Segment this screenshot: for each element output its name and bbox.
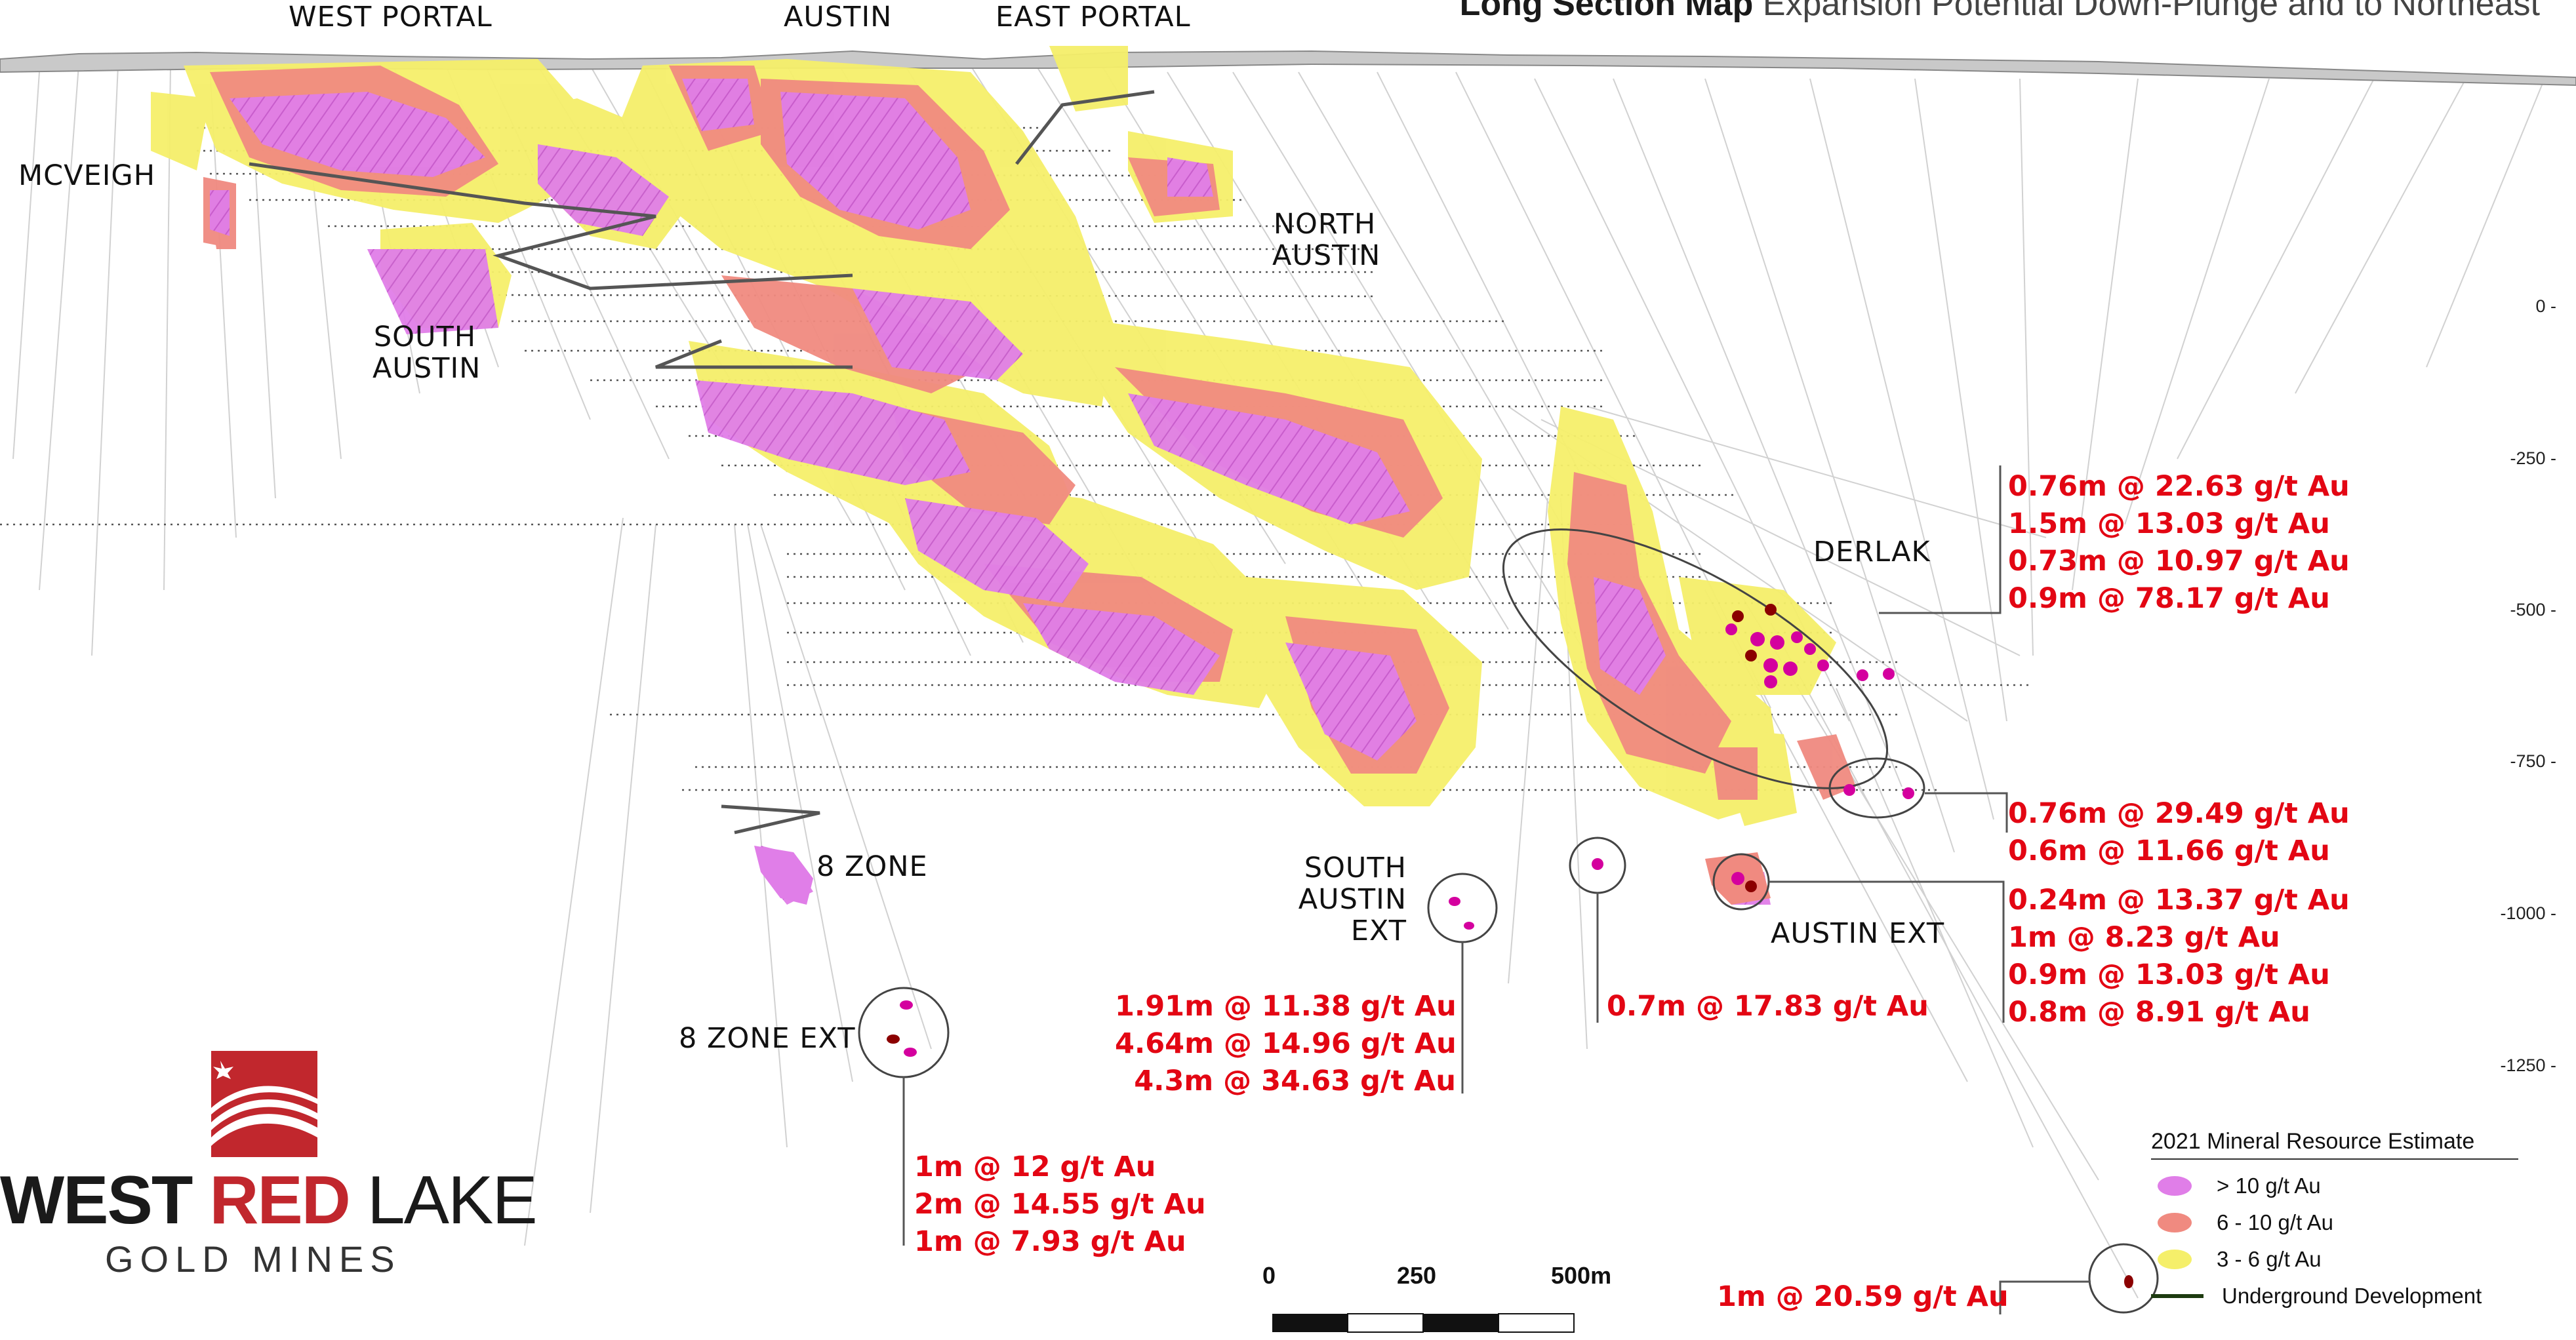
- legend: 2021 Mineral Resource Estimate > 10 g/t …: [2151, 1129, 2518, 1314]
- resource-shells: [151, 46, 1856, 905]
- intercepts-south-austin-ext: 1.91m @ 11.38 g/t Au 4.64m @ 14.96 g/t A…: [1115, 988, 1457, 1100]
- logo-wordmark: WEST RED LAKE: [0, 1162, 538, 1240]
- legend-item-low-grade: 3 - 6 g/t Au: [2151, 1241, 2518, 1278]
- intercept-row: 0.9m @ 78.17 g/t Au: [2008, 582, 2330, 615]
- elevation-minus-1000: -1000 -: [2500, 903, 2556, 923]
- intercept-row: 1m @ 8.23 g/t Au: [2008, 921, 2280, 954]
- label-south-austin-ext-line3: EXT: [1350, 915, 1407, 947]
- scale-bar-graphic: [1272, 1313, 1575, 1333]
- intercepts-single-mid: 0.7m @ 17.83 g/t Au: [1607, 988, 1929, 1025]
- map-title: Long Section Map Expansion Potential Dow…: [1460, 0, 2540, 24]
- logo-subtitle: GOLD MINES: [105, 1238, 401, 1280]
- label-north-austin: NORTH AUSTIN: [1272, 208, 1381, 272]
- logo-mark: [211, 1051, 317, 1157]
- mid-east-target-ellipse: [1828, 757, 1925, 819]
- legend-label: > 10 g/t Au: [2217, 1173, 2321, 1198]
- surface-topography: [0, 50, 2576, 87]
- drill-intercepts: [887, 604, 2133, 1288]
- label-8-zone-ext: 8 ZONE EXT: [679, 1022, 856, 1055]
- elevation-minus-250: -250 -: [2510, 448, 2556, 468]
- label-west-portal: WEST PORTAL: [289, 1, 493, 33]
- scale-tick-0: 0: [1262, 1262, 1276, 1289]
- label-south-austin: SOUTH AUSTIN: [372, 321, 481, 385]
- intercept-row: 0.73m @ 10.97 g/t Au: [2008, 545, 2350, 578]
- scale-bar: 0 250 500m: [1262, 1262, 1611, 1324]
- intercept-row: 0.6m @ 11.66 g/t Au: [2008, 835, 2330, 867]
- south-austin-ext-target-circle: [1427, 873, 1498, 943]
- label-south-austin-ext-line2: AUSTIN: [1298, 883, 1407, 916]
- legend-swatch-high: [2158, 1176, 2192, 1196]
- intercept-row: 1m @ 12 g/t Au: [914, 1151, 1156, 1183]
- label-north-austin-line1: NORTH: [1273, 208, 1377, 241]
- title-main: Long Section Map: [1459, 0, 1754, 23]
- logo-word-west: WEST: [0, 1162, 193, 1238]
- legend-item-underground-development: Underground Development: [2151, 1278, 2518, 1314]
- intercept-row: 2m @ 14.55 g/t Au: [914, 1188, 1206, 1221]
- intercept-row: 0.7m @ 17.83 g/t Au: [1607, 990, 1929, 1023]
- intercept-row: 1m @ 20.59 g/t Au: [1717, 1280, 2009, 1313]
- legend-swatch-low: [2158, 1250, 2192, 1269]
- elevation-0: 0 -: [2535, 296, 2556, 316]
- label-south-austin-ext: SOUTH AUSTIN EXT: [1289, 852, 1407, 947]
- logo-word-lake: LAKE: [367, 1162, 538, 1238]
- intercept-row: 1m @ 7.93 g/t Au: [914, 1225, 1186, 1258]
- logo-word-red: RED: [209, 1162, 351, 1238]
- elevation-minus-1250: -1250 -: [2500, 1055, 2556, 1075]
- label-austin-ext: AUSTIN EXT: [1771, 917, 1945, 950]
- intercept-row: 1.91m @ 11.38 g/t Au: [1115, 990, 1457, 1023]
- label-north-austin-line2: AUSTIN: [1272, 239, 1381, 272]
- label-south-austin-ext-line1: SOUTH: [1304, 852, 1407, 884]
- intercepts-austin-ext: 0.24m @ 13.37 g/t Au 1m @ 8.23 g/t Au 0.…: [2008, 882, 2350, 1031]
- intercept-row: 0.76m @ 29.49 g/t Au: [2008, 797, 2350, 830]
- leader-lines: [902, 465, 2091, 1314]
- legend-label: Underground Development: [2222, 1284, 2482, 1308]
- intercepts-8-zone-ext: 1m @ 12 g/t Au 2m @ 14.55 g/t Au 1m @ 7.…: [914, 1149, 1206, 1261]
- label-east-portal: EAST PORTAL: [996, 1, 1191, 33]
- elevation-minus-750: -750 -: [2510, 751, 2556, 771]
- intercepts-derlak: 0.76m @ 22.63 g/t Au 1.5m @ 13.03 g/t Au…: [2008, 468, 2350, 618]
- legend-swatch-development: [2151, 1294, 2204, 1298]
- underground-development: [249, 90, 1155, 835]
- legend-title: 2021 Mineral Resource Estimate: [2151, 1129, 2518, 1160]
- scale-tick-250: 250: [1397, 1262, 1437, 1289]
- intercept-row: 4.64m @ 14.96 g/t Au: [1115, 1027, 1457, 1060]
- scale-tick-500m: 500m: [1551, 1262, 1612, 1289]
- label-south-austin-line1: SOUTH: [373, 321, 477, 353]
- intercepts-deep-east: 1m @ 20.59 g/t Au: [1717, 1278, 2009, 1316]
- intercept-row: 0.9m @ 13.03 g/t Au: [2008, 958, 2330, 991]
- elevation-minus-500: -500 -: [2510, 600, 2556, 620]
- austin-ext-target-circle: [1712, 853, 1770, 911]
- intercept-row: 0.76m @ 22.63 g/t Au: [2008, 470, 2350, 503]
- intercepts-mid-east: 0.76m @ 29.49 g/t Au 0.6m @ 11.66 g/t Au: [2008, 795, 2350, 870]
- label-mcveigh: MCVEIGH: [18, 159, 156, 192]
- legend-label: 3 - 6 g/t Au: [2217, 1247, 2322, 1271]
- legend-label: 6 - 10 g/t Au: [2217, 1210, 2333, 1234]
- company-logo: WEST RED LAKE GOLD MINES: [0, 1036, 538, 1285]
- deep-east-target-circle: [2088, 1243, 2159, 1314]
- label-derlak: DERLAK: [1813, 536, 1931, 568]
- label-south-austin-line2: AUSTIN: [372, 352, 481, 385]
- legend-item-mid-grade: 6 - 10 g/t Au: [2151, 1204, 2518, 1241]
- derlak-target-ellipse: [1502, 528, 1889, 789]
- intercept-row: 4.3m @ 34.63 g/t Au: [1134, 1065, 1456, 1097]
- title-subtitle: Expansion Potential Down-Plunge and to N…: [1762, 0, 2540, 23]
- intercept-row: 1.5m @ 13.03 g/t Au: [2008, 507, 2330, 540]
- legend-swatch-mid: [2158, 1213, 2192, 1232]
- intercept-row: 0.24m @ 13.37 g/t Au: [2008, 884, 2350, 916]
- legend-item-high-grade: > 10 g/t Au: [2151, 1168, 2518, 1204]
- intercept-row: 0.8m @ 8.91 g/t Au: [2008, 996, 2310, 1029]
- label-austin: AUSTIN: [784, 1, 893, 33]
- label-8-zone: 8 ZONE: [816, 850, 928, 883]
